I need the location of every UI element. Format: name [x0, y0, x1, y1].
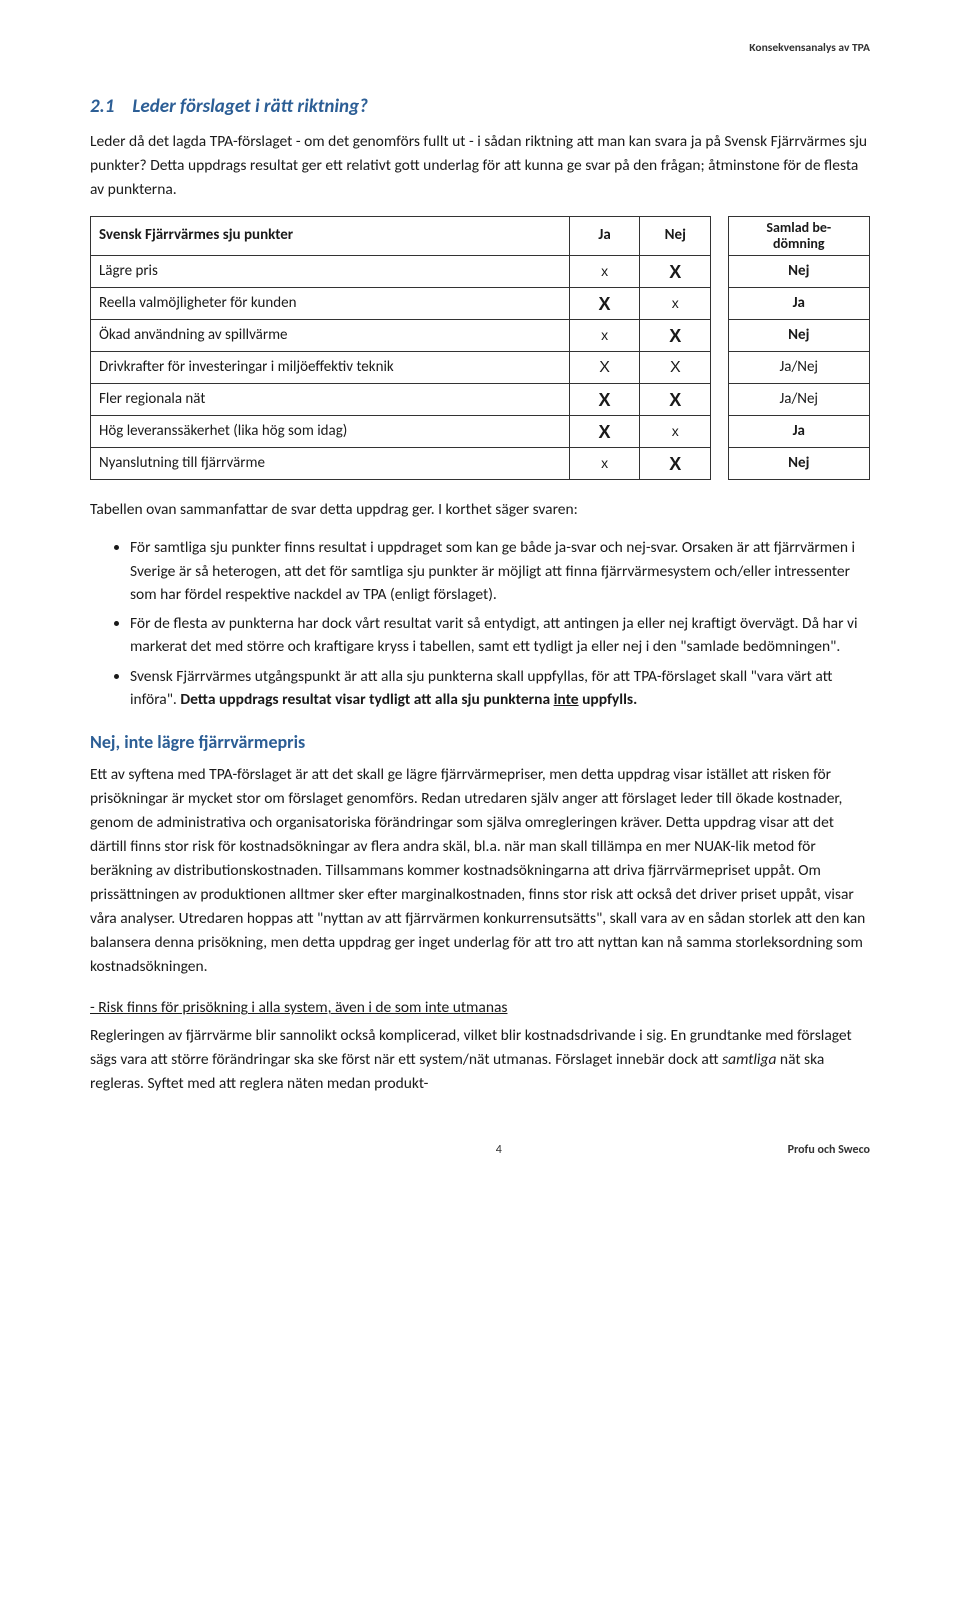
body-paragraph: Ett av syftena med TPA-förslaget är att … [90, 763, 870, 979]
table-row: Reella valmöjligheter för kundenXx Ja [91, 288, 870, 320]
cell-samlad: Ja/Nej [728, 352, 869, 384]
bullet-item: För samtliga sju punkter finns resultat … [130, 536, 870, 606]
section-number: 2.1 [90, 93, 114, 121]
intro-paragraph: Leder då det lagda TPA-förslaget - om de… [90, 130, 870, 202]
gap-col [711, 352, 728, 384]
table-row: Ökad användning av spillvärmexX Nej [91, 320, 870, 352]
gap-col [711, 217, 728, 256]
footer-right: Profu och Sweco [788, 1142, 870, 1159]
cell-label: Nyanslutning till fjärrvärme [91, 448, 570, 480]
gap-col [711, 448, 728, 480]
cell-samlad: Nej [728, 320, 869, 352]
table-row: Hög leveranssäkerhet (lika hög som idag)… [91, 416, 870, 448]
cell-label: Ökad användning av spillvärme [91, 320, 570, 352]
cell-samlad: Ja [728, 416, 869, 448]
bullet-item: För de flesta av punkterna har dock vårt… [130, 612, 870, 659]
bullet-item-bold-pre: Detta uppdrags resultat visar tydligt at… [180, 690, 553, 709]
cell-ja: x [569, 320, 640, 352]
bullet-item-bold-underline: inte [554, 690, 579, 709]
cell-samlad: Nej [728, 448, 869, 480]
section-heading: 2.1 Leder förslaget i rätt riktning? [90, 93, 870, 121]
table-head: Svensk Fjärrvärmes sju punkter Ja Nej Sa… [91, 217, 870, 256]
gap-col [711, 384, 728, 416]
cell-ja: x [569, 256, 640, 288]
cell-samlad: Ja/Nej [728, 384, 869, 416]
gap-col [711, 256, 728, 288]
cell-label: Hög leveranssäkerhet (lika hög som idag) [91, 416, 570, 448]
subsection-heading: Nej, inte lägre fjärrvärmepris [90, 729, 870, 755]
th-nej: Nej [640, 217, 711, 256]
points-table: Svensk Fjärrvärmes sju punkter Ja Nej Sa… [90, 216, 870, 480]
page-number: 4 [210, 1142, 788, 1159]
cell-nej: X [640, 256, 711, 288]
bullet-list: För samtliga sju punkter finns resultat … [130, 536, 870, 711]
points-table-wrap: Svensk Fjärrvärmes sju punkter Ja Nej Sa… [90, 216, 870, 480]
cell-nej: X [640, 448, 711, 480]
table-row: Drivkrafter för investeringar i miljöeff… [91, 352, 870, 384]
cell-ja: X [569, 352, 640, 384]
page-footer: 4 Profu och Sweco [90, 1142, 870, 1159]
th-label: Svensk Fjärrvärmes sju punkter [91, 217, 570, 256]
cell-nej: X [640, 320, 711, 352]
section-title: Leder förslaget i rätt riktning? [132, 93, 368, 121]
cell-ja: X [569, 416, 640, 448]
cell-samlad: Ja [728, 288, 869, 320]
cell-label: Drivkrafter för investeringar i miljöeff… [91, 352, 570, 384]
doc-header-right: Konsekvensanalys av TPA [90, 40, 870, 57]
gap-col [711, 320, 728, 352]
sub-underline-heading: - Risk finns för prisökning i alla syste… [90, 997, 870, 1019]
table-body: Lägre prisxXNejReella valmöjligheter för… [91, 256, 870, 480]
cell-nej: x [640, 416, 711, 448]
bullet-item: Svensk Fjärrvärmes utgångspunkt är att a… [130, 665, 870, 712]
cell-nej: X [640, 352, 711, 384]
after-table-paragraph: Tabellen ovan sammanfattar de svar detta… [90, 498, 870, 522]
cell-nej: x [640, 288, 711, 320]
plast-italic: samtliga [722, 1050, 776, 1069]
cell-ja: X [569, 288, 640, 320]
cell-ja: X [569, 384, 640, 416]
table-row: Nyanslutning till fjärrvärmexX Nej [91, 448, 870, 480]
bullet-item-bold-post: uppfylls. [579, 690, 638, 709]
table-row: Fler regionala nätXXJa/Nej [91, 384, 870, 416]
gap-col [711, 288, 728, 320]
cell-samlad: Nej [728, 256, 869, 288]
body-paragraph-last: Regleringen av fjärrvärme blir sannolikt… [90, 1024, 870, 1096]
cell-ja: x [569, 448, 640, 480]
table-row: Lägre prisxX Nej [91, 256, 870, 288]
th-samlad: Samlad be- dömning [728, 217, 869, 256]
gap-col [711, 416, 728, 448]
cell-label: Fler regionala nät [91, 384, 570, 416]
cell-nej: X [640, 384, 711, 416]
cell-label: Reella valmöjligheter för kunden [91, 288, 570, 320]
th-samlad-l1: Samlad be- [766, 219, 831, 236]
cell-label: Lägre pris [91, 256, 570, 288]
th-samlad-l2: dömning [773, 235, 825, 252]
th-ja: Ja [569, 217, 640, 256]
